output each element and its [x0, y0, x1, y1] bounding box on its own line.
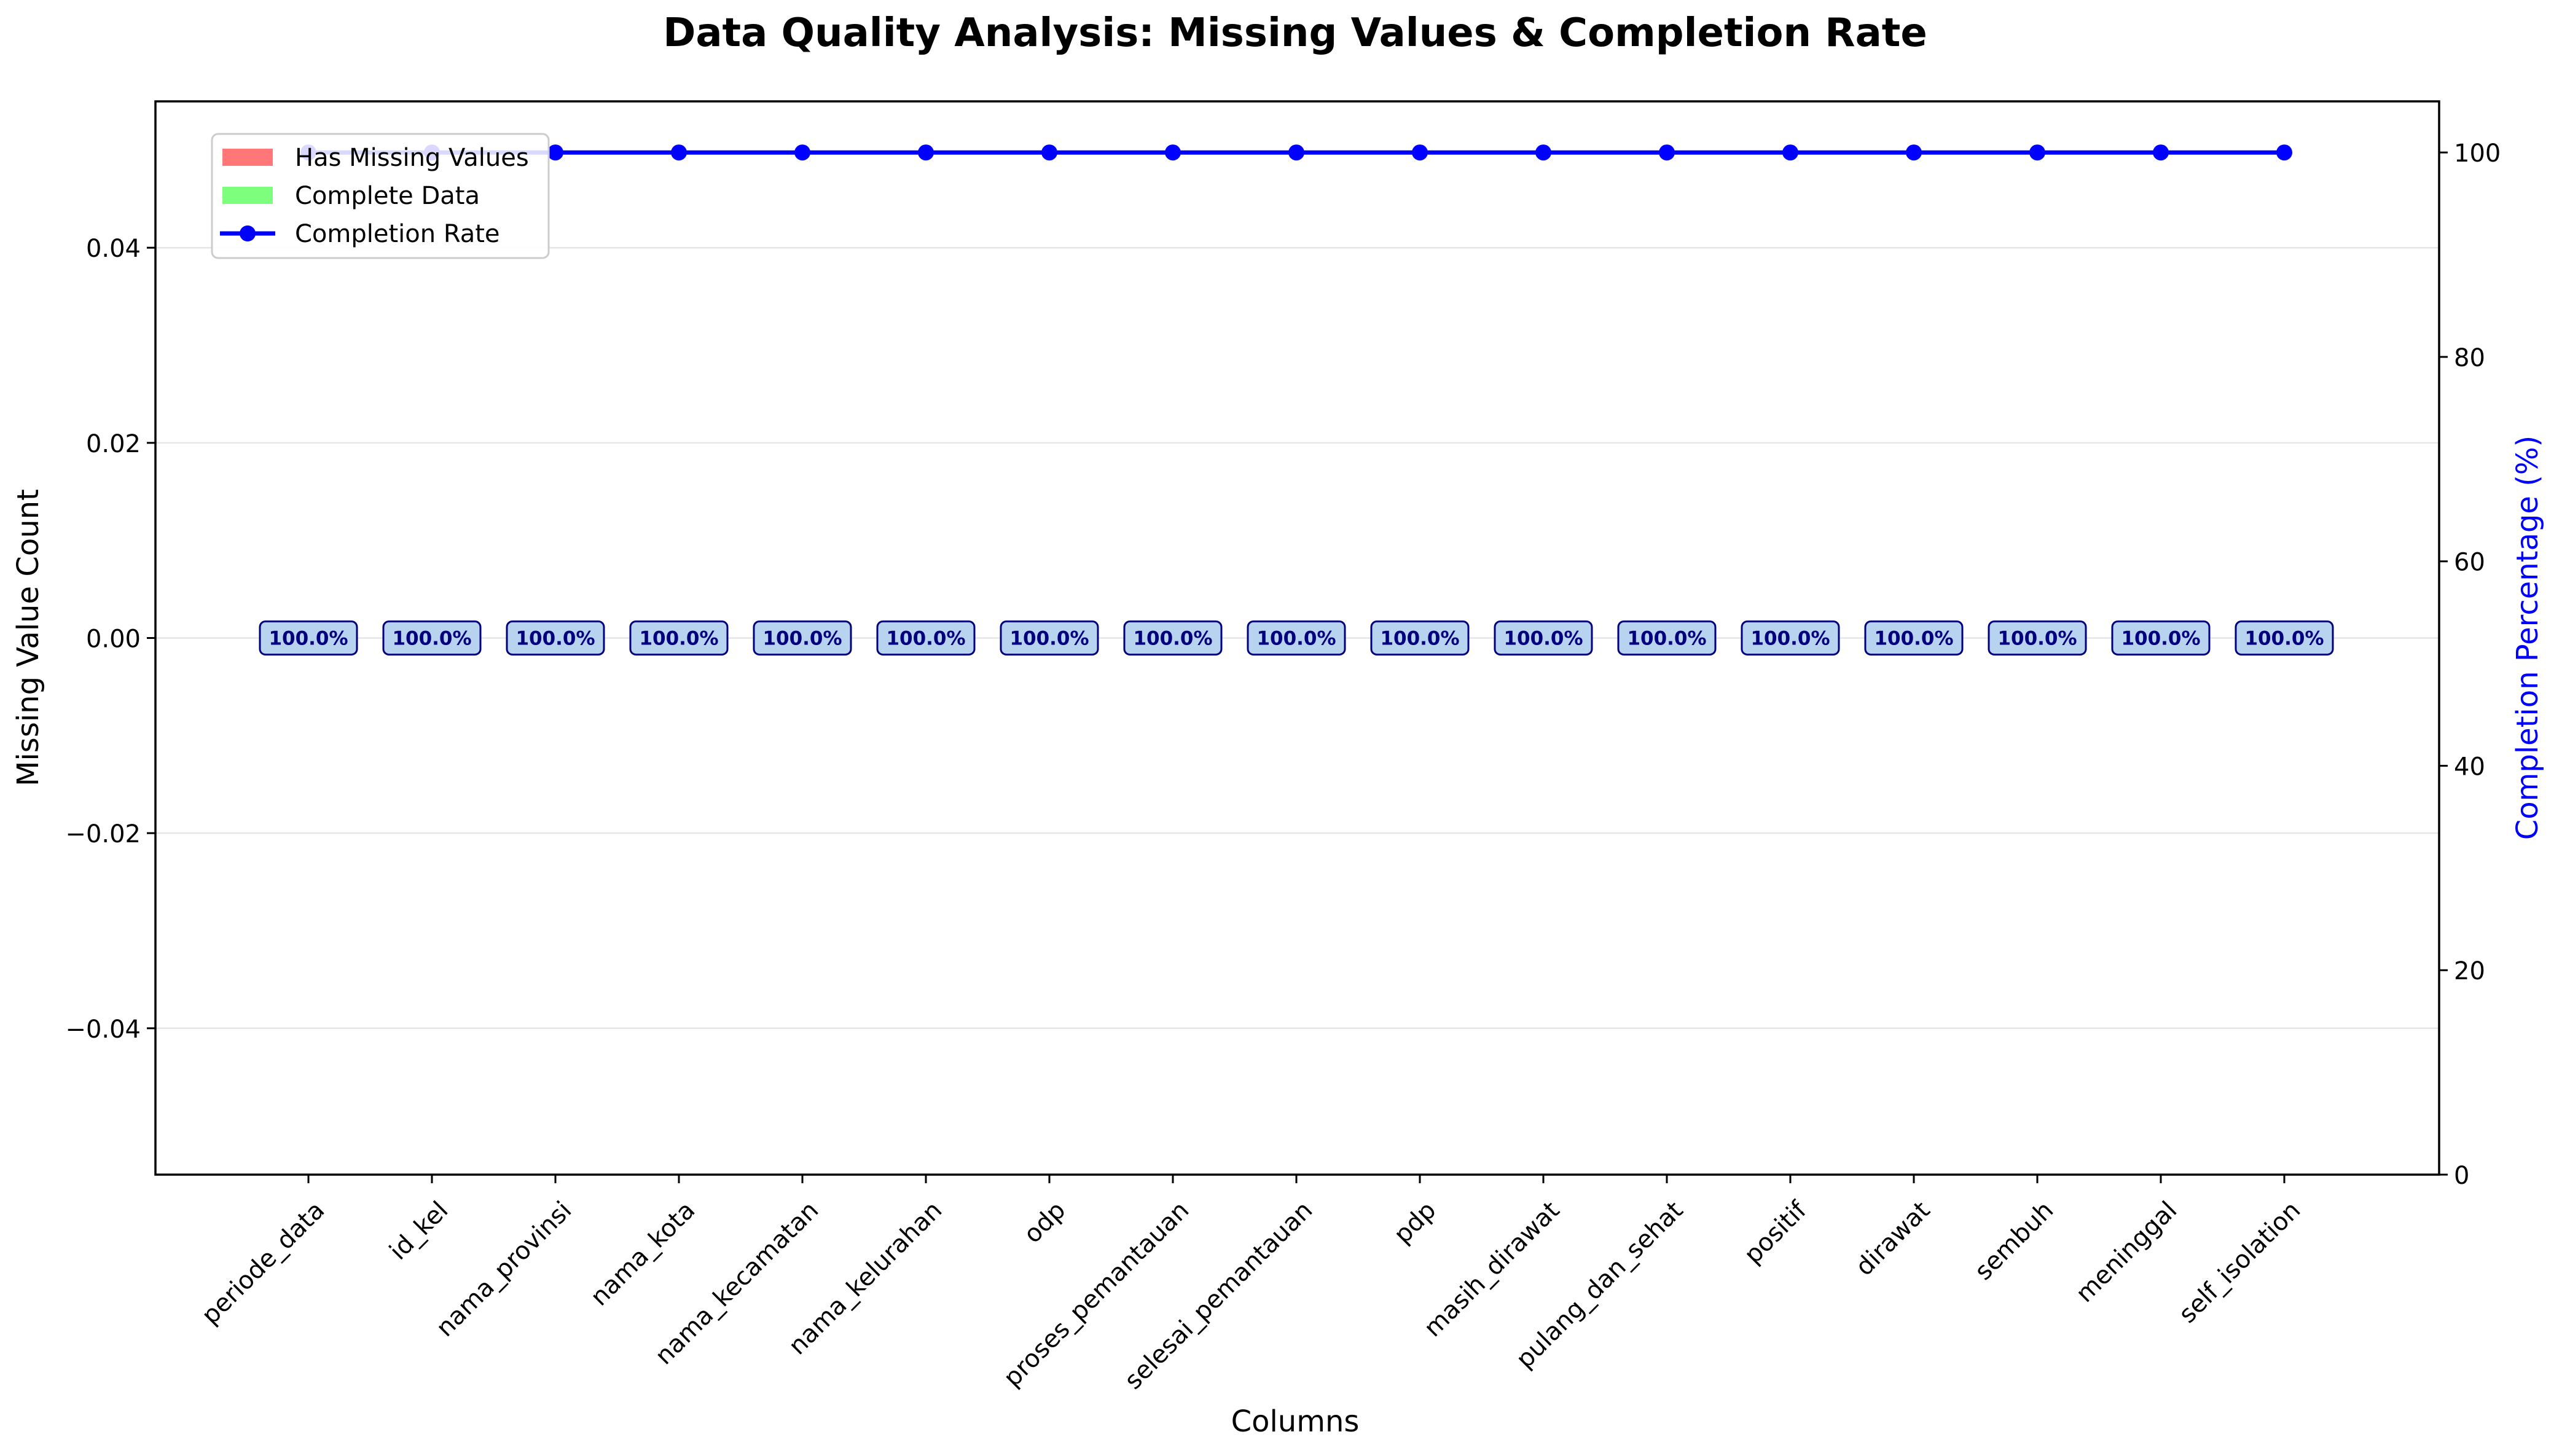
data-label-text: 100.0% — [1874, 628, 1953, 650]
legend-label-complete-data: Complete Data — [295, 182, 480, 210]
completion-rate-point-nama-provinsi — [547, 144, 563, 161]
y-tick-label: −0.02 — [65, 820, 141, 848]
data-labels: 100.0% 100.0% 100.0% 100.0% 100.0% 100.0% 100.… — [259, 620, 2334, 656]
completion-rate-point-self-isolation — [2276, 144, 2292, 161]
data-label-box — [2235, 620, 2334, 656]
data-label-box — [1370, 620, 1470, 656]
completion-rate-point-meninggal — [2153, 144, 2169, 161]
data-label-box — [1741, 620, 1840, 656]
data-label-text: 100.0% — [1997, 628, 2077, 650]
data-label-text: 100.0% — [639, 628, 718, 650]
data-label-text: 100.0% — [1256, 628, 1336, 650]
data-label-text: 100.0% — [1380, 628, 1459, 650]
completion-rate-point-nama-kota — [671, 144, 687, 161]
legend-frame — [211, 133, 550, 259]
data-label-odp: 100.0% — [1000, 620, 1099, 656]
legend-swatch-complete-data — [222, 187, 273, 204]
data-label-text: 100.0% — [1133, 628, 1212, 650]
data-label-text: 100.0% — [1627, 628, 1706, 650]
data-label-box — [1617, 620, 1717, 656]
y2-tick-label: 40 — [2454, 753, 2485, 781]
legend: Has Missing Values Complete Data Complet… — [211, 133, 550, 259]
y-tick-label: 0.02 — [86, 430, 141, 458]
data-label-box — [259, 620, 358, 656]
y2-tick-label: 80 — [2454, 344, 2485, 372]
data-label-nama-kecamatan: 100.0% — [753, 620, 852, 656]
data-label-text: 100.0% — [762, 628, 842, 650]
completion-rate-point-pdp — [1412, 144, 1428, 161]
y-axis-ticks: −0.04 −0.02 0.00 0.02 0.04 — [65, 235, 155, 1044]
data-label-positif: 100.0% — [1741, 620, 1840, 656]
data-label-id-kel: 100.0% — [382, 620, 482, 656]
y-tick-label: 0.00 — [86, 625, 141, 654]
data-label-box — [1494, 620, 1593, 656]
data-label-text: 100.0% — [1009, 628, 1089, 650]
data-label-pulang-dan-sehat: 100.0% — [1617, 620, 1717, 656]
completion-rate-point-pulang-dan-sehat — [1659, 144, 1675, 161]
y2-tick-label: 20 — [2454, 957, 2485, 985]
data-label-self-isolation: 100.0% — [2235, 620, 2334, 656]
completion-rate-point-masih-dirawat — [1535, 144, 1551, 161]
legend-marker-completion-rate — [240, 225, 256, 241]
data-label-box — [506, 620, 605, 656]
legend-label-completion-rate: Completion Rate — [295, 220, 500, 248]
data-label-selesai-pemantauan: 100.0% — [1247, 620, 1346, 656]
data-label-text: 100.0% — [1503, 628, 1583, 650]
y-axis-label: Missing Value Count — [11, 489, 45, 786]
completion-rate-point-nama-kecamatan — [794, 144, 810, 161]
completion-rate-point-selesai-pemantauan — [1288, 144, 1304, 161]
completion-rate-point-dirawat — [1906, 144, 1922, 161]
y-tick-label: 0.04 — [86, 235, 141, 263]
data-label-box — [382, 620, 482, 656]
data-label-box — [753, 620, 852, 656]
completion-rate-point-proses-pemantauan — [1165, 144, 1181, 161]
data-label-periode-data: 100.0% — [259, 620, 358, 656]
chart-title: Data Quality Analysis: Missing Values & … — [663, 10, 1927, 56]
y2-tick-label: 0 — [2454, 1162, 2469, 1190]
data-label-text: 100.0% — [2121, 628, 2200, 650]
data-label-box — [1123, 620, 1223, 656]
completion-rate-point-positif — [1782, 144, 1798, 161]
y2-tick-label: 100 — [2454, 139, 2501, 168]
data-label-box — [2111, 620, 2211, 656]
x-axis-label: Columns — [1231, 1404, 1360, 1439]
data-label-box — [1988, 620, 2087, 656]
data-label-box — [1247, 620, 1346, 656]
data-label-meninggal: 100.0% — [2111, 620, 2211, 656]
data-label-box — [876, 620, 976, 656]
data-label-sembuh: 100.0% — [1988, 620, 2087, 656]
completion-rate-point-odp — [1041, 144, 1057, 161]
y2-axis-ticks: 0 20 40 60 80 100 — [2439, 139, 2501, 1190]
data-label-box — [1864, 620, 1964, 656]
data-label-box — [1000, 620, 1099, 656]
data-label-proses-pemantauan: 100.0% — [1123, 620, 1223, 656]
completion-rate-point-nama-kelurahan — [918, 144, 934, 161]
completion-rate-point-sembuh — [2029, 144, 2045, 161]
data-label-text: 100.0% — [515, 628, 595, 650]
data-label-text: 100.0% — [886, 628, 965, 650]
y2-axis-label: Completion Percentage (%) — [2510, 436, 2545, 840]
data-label-dirawat: 100.0% — [1864, 620, 1964, 656]
data-label-pdp: 100.0% — [1370, 620, 1470, 656]
data-label-nama-kelurahan: 100.0% — [876, 620, 976, 656]
data-label-text: 100.0% — [2244, 628, 2324, 650]
y2-tick-label: 60 — [2454, 549, 2485, 577]
data-label-nama-kota: 100.0% — [629, 620, 729, 656]
data-label-text: 100.0% — [392, 628, 471, 650]
data-label-text: 100.0% — [268, 628, 348, 650]
legend-label-has-missing-values: Has Missing Values — [295, 144, 529, 172]
data-label-box — [629, 620, 729, 656]
data-label-masih-dirawat: 100.0% — [1494, 620, 1593, 656]
y-tick-label: −0.04 — [65, 1016, 141, 1044]
legend-swatch-has-missing-values — [222, 149, 273, 166]
data-label-nama-provinsi: 100.0% — [506, 620, 605, 656]
data-label-text: 100.0% — [1750, 628, 1830, 650]
